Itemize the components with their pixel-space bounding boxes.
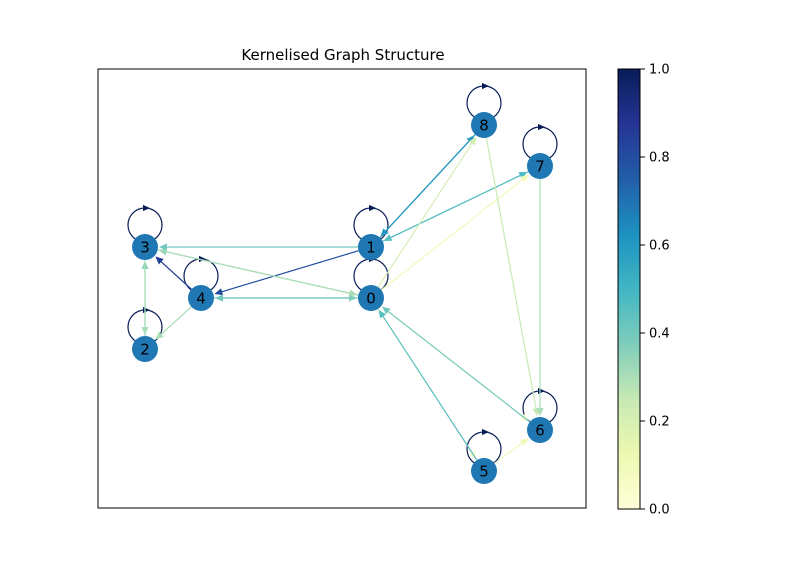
edge-arrowhead xyxy=(538,123,545,131)
edge-arrowhead xyxy=(348,289,358,297)
edge-line xyxy=(158,306,192,337)
graph-edge xyxy=(155,306,192,340)
graph-node-8: 8 xyxy=(471,112,497,138)
colorbar-tick-label: 1.0 xyxy=(649,63,670,78)
plot-frame xyxy=(97,68,587,509)
node-label: 4 xyxy=(196,290,206,308)
edge-line xyxy=(158,259,192,290)
graph-node-2: 2 xyxy=(132,336,158,362)
node-circle xyxy=(132,234,158,260)
graph-edge xyxy=(380,174,529,291)
colorbar-tick-label: 0.0 xyxy=(649,503,670,518)
edge-arrowhead xyxy=(520,438,529,446)
node-label: 7 xyxy=(535,158,545,176)
edge-arrowhead xyxy=(155,256,164,265)
edge-arrowhead xyxy=(199,255,206,263)
graph-edge xyxy=(214,250,359,296)
graph-node-5: 5 xyxy=(471,458,497,484)
node-label: 8 xyxy=(479,117,489,135)
edge-arrowhead xyxy=(482,428,489,436)
graph-edge xyxy=(382,306,531,423)
graph-node-7: 7 xyxy=(527,153,553,179)
edge-arrowhead xyxy=(383,234,393,241)
graph-edge xyxy=(378,309,478,461)
edge-arrowhead xyxy=(378,309,387,319)
colorbar-gradient xyxy=(617,68,641,510)
colorbar-tick-label: 0.6 xyxy=(649,239,670,254)
edge-arrowhead xyxy=(143,204,150,212)
graph-node-1: 1 xyxy=(358,234,384,260)
edge-arrowhead xyxy=(468,136,477,146)
edge-arrowhead xyxy=(215,294,223,302)
graph-node-0: 0 xyxy=(358,285,384,311)
edge-arrowhead xyxy=(143,306,150,314)
edge-arrowhead xyxy=(538,387,545,395)
node-circle xyxy=(527,153,553,179)
graph-edge xyxy=(536,179,544,416)
edge-arrowhead xyxy=(380,228,389,237)
edge-arrowhead xyxy=(369,204,376,212)
edge-line xyxy=(157,249,353,295)
edge-arrowhead xyxy=(520,174,529,183)
node-circle xyxy=(358,285,384,311)
nodes-layer: 0 1 2 3 4 5 6 7 8 xyxy=(132,112,553,484)
edge-arrowhead xyxy=(482,82,489,90)
edge-arrowhead xyxy=(155,331,164,340)
edge-line xyxy=(383,134,476,234)
edge-line xyxy=(494,440,526,464)
edge-line xyxy=(385,309,531,423)
node-label: 1 xyxy=(366,239,376,257)
node-label: 5 xyxy=(479,463,489,481)
colorbar: 0.0 0.2 0.4 0.6 0.8 1.0 xyxy=(617,63,670,518)
graph-edge xyxy=(215,294,358,302)
graph-node-4: 4 xyxy=(188,285,214,311)
colorbar-tick-label: 0.2 xyxy=(649,415,670,430)
node-circle xyxy=(527,417,553,443)
colorbar-ticks: 0.0 0.2 0.4 0.6 0.8 1.0 xyxy=(640,63,670,518)
node-label: 3 xyxy=(140,239,150,257)
edge-arrowhead xyxy=(382,306,391,315)
edge-arrowhead xyxy=(141,327,149,335)
node-circle xyxy=(471,458,497,484)
graph-edge xyxy=(157,249,358,297)
node-circle xyxy=(358,234,384,260)
node-circle xyxy=(188,285,214,311)
edge-line xyxy=(377,140,475,288)
graph-edge xyxy=(383,171,529,241)
edge-arrowhead xyxy=(214,288,224,296)
figure-title: Kernelised Graph Structure xyxy=(241,46,444,64)
edge-line xyxy=(380,313,478,461)
node-label: 0 xyxy=(366,290,376,308)
edge-line xyxy=(485,137,538,412)
graph-edge xyxy=(380,134,476,237)
edges-layer xyxy=(127,82,558,467)
colorbar-tick-label: 0.4 xyxy=(649,327,670,342)
graph-edge xyxy=(159,243,358,251)
edge-line xyxy=(387,171,529,240)
graph-edge xyxy=(377,136,477,288)
colorbar-tick-label: 0.8 xyxy=(649,151,670,166)
node-label: 2 xyxy=(140,341,150,359)
node-label: 6 xyxy=(535,422,545,440)
graph-node-6: 6 xyxy=(527,417,553,443)
graph-node-3: 3 xyxy=(132,234,158,260)
graph-edge xyxy=(494,438,529,464)
node-circle xyxy=(471,112,497,138)
node-circle xyxy=(132,336,158,362)
edge-line xyxy=(219,250,359,294)
edge-arrowhead xyxy=(536,408,544,416)
graph-edge xyxy=(155,256,192,290)
edge-line xyxy=(380,177,526,291)
graph-edge xyxy=(141,260,149,335)
